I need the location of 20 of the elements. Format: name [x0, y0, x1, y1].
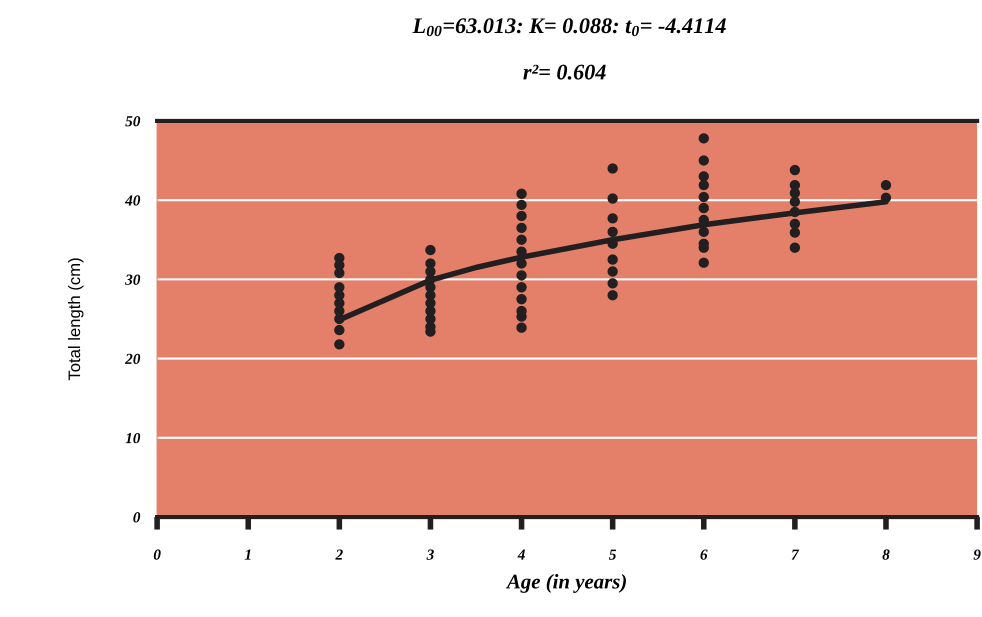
x-tick-label: 3	[426, 549, 434, 560]
x-tick-label: 4	[517, 550, 525, 560]
y-tick-label: 10	[126, 432, 140, 444]
x-tick-label: 7	[792, 550, 800, 560]
x-tick-label: 1	[244, 550, 251, 560]
y-tick-label: 30	[125, 274, 140, 285]
y-tick-label: 20	[124, 354, 140, 364]
x-tick-label: 0	[154, 549, 161, 560]
chart-subtitle: r²= 0.604	[523, 64, 606, 80]
x-tick-label: 8	[882, 549, 890, 560]
y-tick-label: 0	[133, 512, 140, 522]
x-tick-label: 2	[335, 549, 343, 560]
x-tick-label: 9	[973, 549, 981, 560]
x-tick-label: 6	[700, 549, 708, 560]
x-axis-title: Age (in years)	[506, 574, 626, 593]
y-axis-title: Total length (cm)	[68, 258, 84, 380]
chart-title: L$_{00}$=63.013: K= 0.088: t$_{0}$= -4.4114	[412, 18, 726, 36]
y-tick-label: 40	[124, 195, 140, 206]
x-tick-label: 5	[609, 550, 616, 560]
y-tick-label: 50	[125, 116, 140, 126]
